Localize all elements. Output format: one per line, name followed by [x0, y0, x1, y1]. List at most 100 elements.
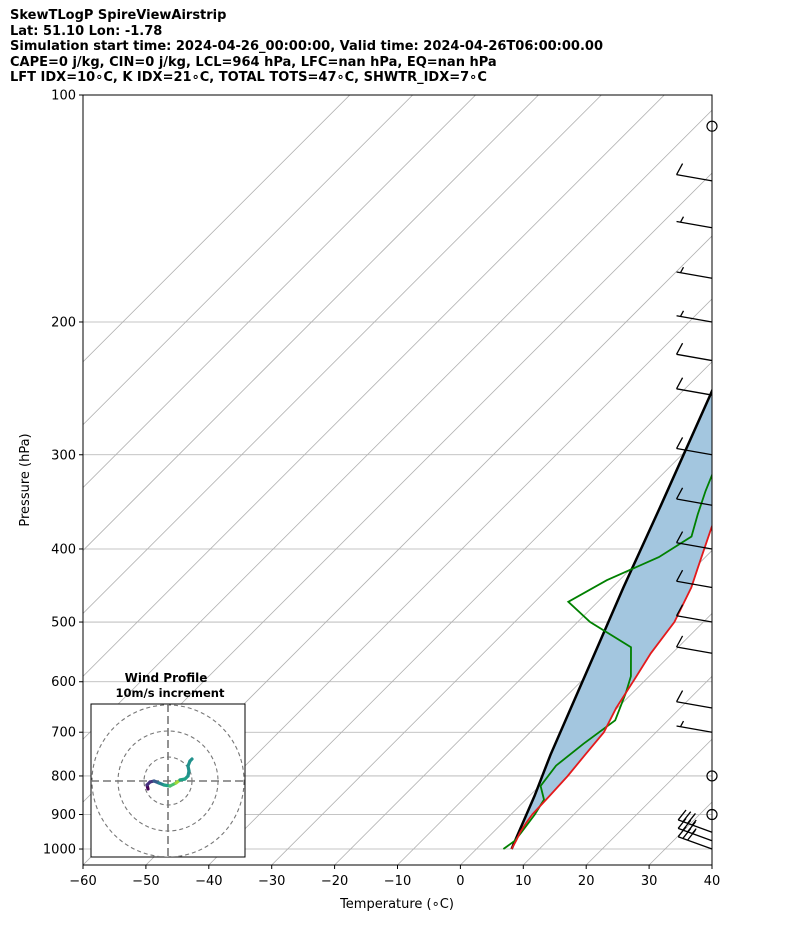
x-tick-label: 30 — [641, 874, 658, 889]
isotherm-line — [83, 95, 602, 614]
isotherm-line — [711, 864, 712, 865]
barb-flag — [675, 377, 684, 390]
hodograph-segment — [188, 757, 194, 763]
barb-flag — [675, 163, 684, 175]
wind-barb — [675, 163, 713, 182]
barb-flag — [675, 635, 684, 648]
barb-staff — [677, 819, 713, 833]
inset-content — [91, 704, 245, 857]
time-line: Simulation start time: 2024-04-26_00:00:… — [10, 39, 603, 55]
stability-line: CAPE=0 j/kg, CIN=0 j/kg, LCL=964 hPa, LF… — [10, 54, 497, 70]
chart-title: SkewTLogP SpireViewAirstrip — [10, 8, 227, 23]
barb-staff — [676, 353, 713, 362]
barb-staff — [676, 220, 713, 229]
barb-staff — [677, 836, 713, 850]
x-axis-label: Temperature (∘C) — [339, 897, 454, 912]
location-line: Lat: 51.10 Lon: -1.78 — [10, 23, 163, 39]
calm-circle — [706, 808, 718, 821]
wind-barb — [676, 216, 713, 229]
wind-barb — [706, 770, 718, 782]
barb-half-flag — [679, 720, 685, 727]
barb-staff — [676, 315, 713, 323]
y-tick-label: 200 — [51, 315, 76, 330]
isotherm-line — [460, 612, 712, 865]
x-tick-label: 10 — [515, 874, 532, 889]
barb-staff — [676, 271, 713, 279]
calm-circle — [706, 120, 718, 132]
barb-staff — [677, 827, 713, 842]
wind-barb — [676, 266, 713, 279]
barb-flag — [675, 437, 684, 449]
x-tick-label: −40 — [195, 874, 222, 889]
wind-barb — [675, 437, 713, 456]
isotherm-line — [83, 95, 413, 426]
wind-barb — [675, 635, 713, 654]
barb-flag — [682, 811, 692, 823]
y-tick-label: 500 — [51, 616, 76, 631]
barb-staff — [676, 725, 713, 733]
barb-flag — [677, 809, 687, 821]
isotherm-line — [397, 549, 712, 865]
barb-staff — [676, 580, 713, 589]
wind-barb — [675, 531, 713, 550]
wind-barb — [675, 604, 713, 623]
isotherm-line — [523, 675, 712, 865]
y-tick-label: 700 — [51, 726, 76, 741]
isotherm-line — [648, 801, 712, 865]
isotherm-line — [208, 361, 712, 865]
x-tick-label: 40 — [704, 874, 721, 889]
x-tick-label: −50 — [132, 874, 159, 889]
barb-flag — [675, 690, 684, 703]
isotherm-line — [83, 109, 712, 740]
barb-staff — [676, 447, 713, 456]
inset-subtitle: 10m/s increment — [116, 686, 225, 700]
barb-half-flag — [679, 310, 685, 317]
wind-barb — [675, 342, 713, 362]
axis-layer: −60 −50 −40 −30 −20 −10 0 10 20 30 40 100 200 300 400 5… — [43, 89, 720, 890]
barb-staff — [676, 542, 713, 550]
isotherm-line — [83, 95, 351, 363]
inset-title: Wind Profile — [125, 671, 208, 685]
barb-flag — [687, 813, 696, 824]
parcel-path-line — [510, 387, 712, 850]
profile-layer — [502, 387, 712, 850]
barb-flag — [675, 531, 684, 544]
wind-barb — [677, 809, 713, 833]
barb-half-flag — [691, 828, 697, 834]
x-tick-label: 20 — [578, 874, 595, 889]
isotherm-line — [83, 95, 476, 489]
barb-staff — [676, 174, 713, 182]
y-tick-label: 600 — [51, 675, 76, 690]
barb-flag — [675, 342, 684, 355]
y-tick-label: 800 — [51, 769, 76, 784]
isotherm-line — [145, 298, 712, 865]
y-tick-label: 1000 — [43, 843, 76, 858]
wind-barb — [675, 377, 713, 396]
y-axis-label: Pressure (hPa) — [18, 433, 33, 526]
barb-staff — [676, 388, 713, 396]
wind-barb — [676, 720, 713, 733]
x-tick-label: 0 — [456, 874, 464, 889]
barb-flag — [675, 604, 684, 617]
barb-layer — [675, 120, 718, 850]
wind-barb — [675, 487, 713, 506]
y-tick-label: 400 — [51, 542, 76, 557]
wind-profile-inset: Wind Profile 10m/s increment — [90, 671, 246, 858]
barb-half-flag — [691, 819, 697, 826]
barb-staff — [676, 615, 713, 623]
index-line: LFT IDX=10∘C, K IDX=21∘C, TOTAL TOTS=47∘… — [10, 70, 487, 86]
x-tick-label: −20 — [321, 874, 348, 889]
wind-barb — [706, 120, 718, 132]
wind-barb — [676, 310, 713, 323]
dewpoint-line — [502, 472, 712, 850]
isotherm-line — [83, 95, 539, 552]
y-tick-label: 900 — [51, 808, 76, 823]
chart-header: SkewTLogP SpireViewAirstrip Lat: 51.10 L… — [10, 8, 603, 86]
x-tick-label: −60 — [69, 874, 96, 889]
barb-staff — [676, 498, 713, 506]
barb-staff — [676, 701, 713, 709]
barb-staff — [676, 646, 713, 654]
isotherm-line — [334, 487, 712, 865]
isotherm-line — [83, 95, 665, 677]
